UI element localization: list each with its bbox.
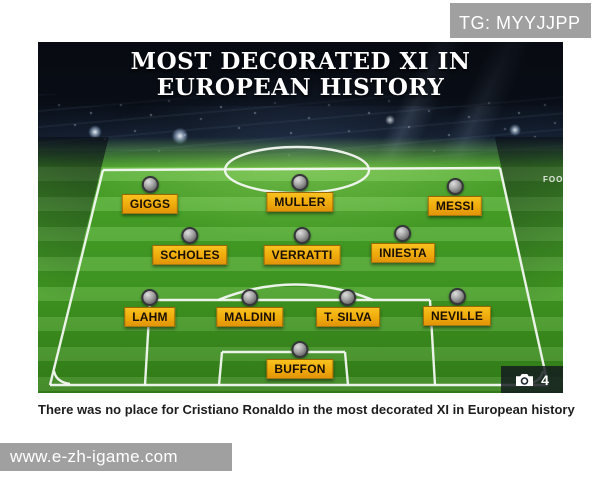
player-name-label: GIGGS [121,194,179,214]
title-line-2: EUROPEAN HISTORY [156,74,445,101]
player-t-silva: T. SILVA [316,289,380,327]
player-verratti: VERRATTI [263,227,341,265]
player-giggs: GIGGS [121,176,179,214]
infographic-title: MOST DECORATED XI IN EUROPEAN HISTORY [38,49,563,101]
player-marker-icon [291,174,309,191]
player-name-label: T. SILVA [316,307,380,327]
player-marker-icon [339,289,357,306]
edge-watermark-text: FOO [543,175,563,184]
player-muller: MULLER [266,174,334,212]
player-neville: NEVILLE [422,288,492,326]
player-marker-icon [141,176,159,193]
title-band [38,42,563,106]
player-iniesta: INIESTA [371,225,435,263]
site-watermark: www.e-zh-igame.com [0,443,232,471]
halfway-line [102,166,501,172]
player-marker-icon [291,341,309,358]
article-image[interactable]: MOST DECORATED XI IN EUROPEAN HISTORY FO… [38,42,563,393]
player-buffon: BUFFON [266,341,334,379]
player-lahm: LAHM [124,289,176,327]
photo-count-badge: 4 [501,366,563,393]
player-maldini: MALDINI [216,289,284,327]
right-touchline [498,167,550,386]
telegram-watermark: TG: MYYJJPP [450,3,591,38]
player-name-label: BUFFON [266,359,334,379]
player-name-label: MALDINI [216,307,284,327]
left-touchline [48,169,105,386]
player-marker-icon [141,289,159,306]
camera-icon [516,373,534,386]
player-messi: MESSI [427,178,483,216]
player-marker-icon [293,227,311,244]
player-marker-icon [448,288,466,305]
title-line-1: MOST DECORATED XI IN [130,48,471,75]
player-name-label: NEVILLE [422,306,492,326]
player-name-label: INIESTA [371,243,435,263]
image-caption: There was no place for Cristiano Ronaldo… [38,402,575,417]
player-name-label: MULLER [266,192,334,212]
player-marker-icon [446,178,464,195]
player-name-label: MESSI [427,196,483,216]
corner-arc-left [52,370,71,386]
photo-count: 4 [541,371,549,388]
site-watermark-label: www.e-zh-igame.com [10,447,178,466]
player-name-label: SCHOLES [152,245,228,265]
player-name-label: VERRATTI [263,245,341,265]
player-name-label: LAHM [124,307,176,327]
six-yard-box [217,350,350,386]
telegram-watermark-label: TG: MYYJJPP [459,13,581,33]
player-scholes: SCHOLES [152,227,228,265]
player-marker-icon [241,289,259,306]
player-marker-icon [394,225,412,242]
player-marker-icon [181,227,199,244]
